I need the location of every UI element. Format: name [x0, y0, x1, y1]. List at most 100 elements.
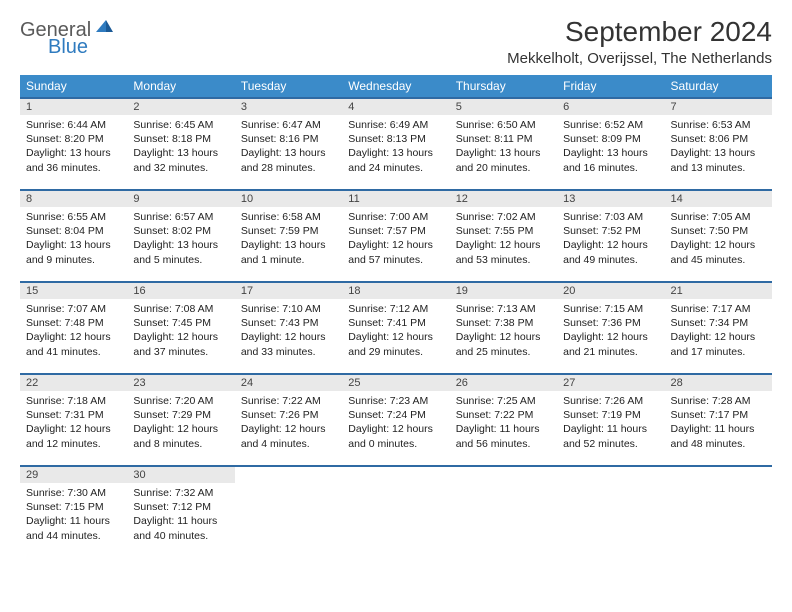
- calendar-week-row: 22Sunrise: 7:18 AMSunset: 7:31 PMDayligh…: [20, 374, 772, 466]
- sunrise-line: Sunrise: 7:05 AM: [671, 210, 766, 224]
- calendar-week-row: 1Sunrise: 6:44 AMSunset: 8:20 PMDaylight…: [20, 98, 772, 190]
- sunrise-line: Sunrise: 7:17 AM: [671, 302, 766, 316]
- daylight-line: Daylight: 12 hours and 57 minutes.: [348, 238, 443, 266]
- daylight-line: Daylight: 13 hours and 9 minutes.: [26, 238, 121, 266]
- brand-triangle-icon: [94, 16, 114, 36]
- day-details: Sunrise: 6:45 AMSunset: 8:18 PMDaylight:…: [127, 115, 234, 181]
- day-number: 27: [557, 375, 664, 391]
- day-details: Sunrise: 7:26 AMSunset: 7:19 PMDaylight:…: [557, 391, 664, 457]
- daylight-line: Daylight: 12 hours and 21 minutes.: [563, 330, 658, 358]
- calendar-cell: 12Sunrise: 7:02 AMSunset: 7:55 PMDayligh…: [450, 190, 557, 282]
- day-number: 11: [342, 191, 449, 207]
- sunset-line: Sunset: 7:36 PM: [563, 316, 658, 330]
- daylight-line: Daylight: 12 hours and 12 minutes.: [26, 422, 121, 450]
- sunset-line: Sunset: 7:22 PM: [456, 408, 551, 422]
- sunset-line: Sunset: 7:38 PM: [456, 316, 551, 330]
- calendar-cell: 24Sunrise: 7:22 AMSunset: 7:26 PMDayligh…: [235, 374, 342, 466]
- day-number: 8: [20, 191, 127, 207]
- calendar-cell: 4Sunrise: 6:49 AMSunset: 8:13 PMDaylight…: [342, 98, 449, 190]
- day-details: Sunrise: 7:10 AMSunset: 7:43 PMDaylight:…: [235, 299, 342, 365]
- sunset-line: Sunset: 8:11 PM: [456, 132, 551, 146]
- day-details: Sunrise: 6:50 AMSunset: 8:11 PMDaylight:…: [450, 115, 557, 181]
- sunrise-line: Sunrise: 6:58 AM: [241, 210, 336, 224]
- calendar-cell: 28Sunrise: 7:28 AMSunset: 7:17 PMDayligh…: [665, 374, 772, 466]
- daylight-line: Daylight: 12 hours and 25 minutes.: [456, 330, 551, 358]
- calendar-cell: 15Sunrise: 7:07 AMSunset: 7:48 PMDayligh…: [20, 282, 127, 374]
- sunrise-line: Sunrise: 6:52 AM: [563, 118, 658, 132]
- brand-text: General Blue: [20, 16, 114, 57]
- calendar-cell: 30Sunrise: 7:32 AMSunset: 7:12 PMDayligh…: [127, 466, 234, 558]
- sunset-line: Sunset: 7:59 PM: [241, 224, 336, 238]
- calendar-week-row: 8Sunrise: 6:55 AMSunset: 8:04 PMDaylight…: [20, 190, 772, 282]
- day-number: 22: [20, 375, 127, 391]
- calendar-cell: 29Sunrise: 7:30 AMSunset: 7:15 PMDayligh…: [20, 466, 127, 558]
- sunset-line: Sunset: 8:13 PM: [348, 132, 443, 146]
- daylight-line: Daylight: 12 hours and 45 minutes.: [671, 238, 766, 266]
- day-number: 2: [127, 99, 234, 115]
- sunrise-line: Sunrise: 7:03 AM: [563, 210, 658, 224]
- calendar-cell: 7Sunrise: 6:53 AMSunset: 8:06 PMDaylight…: [665, 98, 772, 190]
- daylight-line: Daylight: 13 hours and 5 minutes.: [133, 238, 228, 266]
- day-details: Sunrise: 6:57 AMSunset: 8:02 PMDaylight:…: [127, 207, 234, 273]
- sunrise-line: Sunrise: 6:50 AM: [456, 118, 551, 132]
- sunset-line: Sunset: 7:45 PM: [133, 316, 228, 330]
- daylight-line: Daylight: 12 hours and 4 minutes.: [241, 422, 336, 450]
- brand-logo: General Blue: [20, 16, 114, 57]
- sunrise-line: Sunrise: 6:49 AM: [348, 118, 443, 132]
- month-title: September 2024: [507, 16, 772, 48]
- day-details: Sunrise: 7:05 AMSunset: 7:50 PMDaylight:…: [665, 207, 772, 273]
- sunset-line: Sunset: 7:24 PM: [348, 408, 443, 422]
- calendar-cell: 9Sunrise: 6:57 AMSunset: 8:02 PMDaylight…: [127, 190, 234, 282]
- sunset-line: Sunset: 8:04 PM: [26, 224, 121, 238]
- sunrise-line: Sunrise: 7:00 AM: [348, 210, 443, 224]
- day-details: Sunrise: 7:02 AMSunset: 7:55 PMDaylight:…: [450, 207, 557, 273]
- weekday-header: Saturday: [665, 75, 772, 98]
- sunrise-line: Sunrise: 6:45 AM: [133, 118, 228, 132]
- day-details: Sunrise: 6:49 AMSunset: 8:13 PMDaylight:…: [342, 115, 449, 181]
- sunrise-line: Sunrise: 7:12 AM: [348, 302, 443, 316]
- daylight-line: Daylight: 12 hours and 8 minutes.: [133, 422, 228, 450]
- sunset-line: Sunset: 8:18 PM: [133, 132, 228, 146]
- weekday-header: Tuesday: [235, 75, 342, 98]
- day-details: Sunrise: 7:12 AMSunset: 7:41 PMDaylight:…: [342, 299, 449, 365]
- sunset-line: Sunset: 7:29 PM: [133, 408, 228, 422]
- weekday-header: Wednesday: [342, 75, 449, 98]
- day-number: 28: [665, 375, 772, 391]
- day-details: Sunrise: 7:13 AMSunset: 7:38 PMDaylight:…: [450, 299, 557, 365]
- day-details: Sunrise: 6:44 AMSunset: 8:20 PMDaylight:…: [20, 115, 127, 181]
- daylight-line: Daylight: 12 hours and 41 minutes.: [26, 330, 121, 358]
- sunset-line: Sunset: 8:09 PM: [563, 132, 658, 146]
- day-details: Sunrise: 7:32 AMSunset: 7:12 PMDaylight:…: [127, 483, 234, 549]
- calendar-cell: 23Sunrise: 7:20 AMSunset: 7:29 PMDayligh…: [127, 374, 234, 466]
- sunrise-line: Sunrise: 7:25 AM: [456, 394, 551, 408]
- day-number: 18: [342, 283, 449, 299]
- sunset-line: Sunset: 7:48 PM: [26, 316, 121, 330]
- day-number: 15: [20, 283, 127, 299]
- sunrise-line: Sunrise: 7:32 AM: [133, 486, 228, 500]
- daylight-line: Daylight: 13 hours and 28 minutes.: [241, 146, 336, 174]
- daylight-line: Daylight: 11 hours and 44 minutes.: [26, 514, 121, 542]
- sunrise-line: Sunrise: 6:44 AM: [26, 118, 121, 132]
- day-number: 20: [557, 283, 664, 299]
- location-subtitle: Mekkelholt, Overijssel, The Netherlands: [507, 50, 772, 67]
- sunset-line: Sunset: 7:15 PM: [26, 500, 121, 514]
- day-number: 21: [665, 283, 772, 299]
- sunrise-line: Sunrise: 7:20 AM: [133, 394, 228, 408]
- daylight-line: Daylight: 11 hours and 52 minutes.: [563, 422, 658, 450]
- daylight-line: Daylight: 11 hours and 56 minutes.: [456, 422, 551, 450]
- day-details: Sunrise: 7:18 AMSunset: 7:31 PMDaylight:…: [20, 391, 127, 457]
- calendar-cell: 3Sunrise: 6:47 AMSunset: 8:16 PMDaylight…: [235, 98, 342, 190]
- sunrise-line: Sunrise: 7:26 AM: [563, 394, 658, 408]
- calendar-cell: 25Sunrise: 7:23 AMSunset: 7:24 PMDayligh…: [342, 374, 449, 466]
- calendar-body: 1Sunrise: 6:44 AMSunset: 8:20 PMDaylight…: [20, 98, 772, 558]
- sunset-line: Sunset: 7:19 PM: [563, 408, 658, 422]
- daylight-line: Daylight: 13 hours and 13 minutes.: [671, 146, 766, 174]
- daylight-line: Daylight: 11 hours and 48 minutes.: [671, 422, 766, 450]
- daylight-line: Daylight: 13 hours and 20 minutes.: [456, 146, 551, 174]
- day-number: 3: [235, 99, 342, 115]
- day-details: Sunrise: 6:53 AMSunset: 8:06 PMDaylight:…: [665, 115, 772, 181]
- day-details: Sunrise: 7:08 AMSunset: 7:45 PMDaylight:…: [127, 299, 234, 365]
- day-number: 7: [665, 99, 772, 115]
- sunrise-line: Sunrise: 7:18 AM: [26, 394, 121, 408]
- day-details: Sunrise: 7:17 AMSunset: 7:34 PMDaylight:…: [665, 299, 772, 365]
